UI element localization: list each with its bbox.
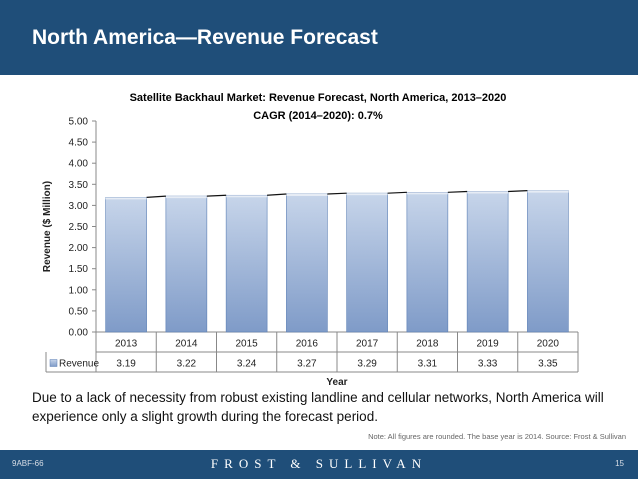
y-tick-label: 4.00 [69, 159, 89, 170]
x-tick-label: 2017 [356, 339, 379, 350]
slide-body-text: Due to a lack of necessity from robust e… [32, 390, 604, 424]
bar-top-highlight [286, 194, 328, 197]
data-label: 3.24 [237, 359, 257, 370]
slide-footer: 9ABF-66 FROST & SULLIVAN 15 [0, 450, 638, 479]
bar-top-highlight [226, 195, 268, 198]
chart-title: Satellite Backhaul Market: Revenue Forec… [130, 92, 507, 104]
bar-top-highlight [406, 192, 448, 195]
bar-connector-line [447, 190, 468, 193]
y-axis-label: Revenue ($ Million) [42, 181, 53, 272]
x-tick-label: 2016 [296, 339, 319, 350]
bar-connector-line [327, 192, 347, 195]
bar-connector-line [387, 191, 407, 194]
bar-connector-line [267, 193, 287, 196]
bar-top-highlight [346, 193, 388, 196]
bar-2019 [466, 191, 509, 333]
data-label: 3.33 [478, 359, 498, 370]
legend-swatch [49, 359, 58, 367]
y-tick-label: 0.50 [69, 306, 89, 317]
footer-brand-logo: FROST & SULLIVAN [210, 456, 428, 471]
page-number: 15 [615, 459, 624, 468]
bar-connector-line [206, 194, 227, 197]
bar-top-highlight [105, 197, 147, 200]
source-note: Note: All figures are rounded. The base … [368, 432, 626, 441]
data-label: 3.29 [357, 359, 377, 370]
footer-code: 9ABF-66 [12, 459, 44, 468]
bar-2015 [225, 194, 268, 333]
x-tick-label: 2018 [416, 339, 439, 350]
x-tick-label: 2020 [537, 339, 560, 350]
data-label: 3.31 [418, 359, 438, 370]
bar-2018 [406, 192, 449, 333]
y-tick-label: 1.50 [69, 264, 89, 275]
x-tick-label: 2015 [236, 339, 259, 350]
data-label: 3.35 [538, 359, 558, 370]
slide-title: North America—Revenue Forecast [32, 26, 378, 49]
data-label: 3.22 [177, 359, 197, 370]
bar-2017 [346, 192, 388, 333]
bar-2020 [527, 190, 569, 333]
chart-subtitle: CAGR (2014–2020): 0.7% [253, 110, 383, 122]
y-tick-label: 4.50 [69, 138, 89, 149]
y-tick-label: 5.00 [69, 117, 89, 128]
bar-top-highlight [527, 190, 569, 193]
x-tick-label: 2019 [477, 339, 500, 350]
bar-connector-line [508, 190, 528, 193]
y-tick-label: 2.00 [69, 243, 89, 254]
x-tick-label: 2014 [175, 339, 198, 350]
slide-header: North America—Revenue Forecast [0, 0, 638, 75]
y-tick-label: 1.00 [69, 285, 89, 296]
y-tick-label: 2.50 [69, 222, 89, 233]
bar-top-highlight [467, 191, 509, 194]
bar-2013 [105, 197, 147, 333]
y-tick-label: 3.00 [69, 201, 89, 212]
y-tick-label: 3.50 [69, 180, 89, 191]
y-tick-label: 0.00 [69, 328, 89, 339]
bar-top-highlight [165, 196, 207, 199]
bar-connector-line [146, 195, 166, 198]
bar-2016 [286, 193, 328, 333]
x-tick-label: 2013 [115, 339, 138, 350]
data-label: 3.19 [116, 359, 136, 370]
data-label: 3.27 [297, 359, 317, 370]
x-axis-label: Year [326, 377, 347, 385]
revenue-chart: Satellite Backhaul Market: Revenue Forec… [42, 92, 579, 385]
legend-label: Revenue [59, 359, 99, 370]
bar-2014 [165, 195, 208, 333]
